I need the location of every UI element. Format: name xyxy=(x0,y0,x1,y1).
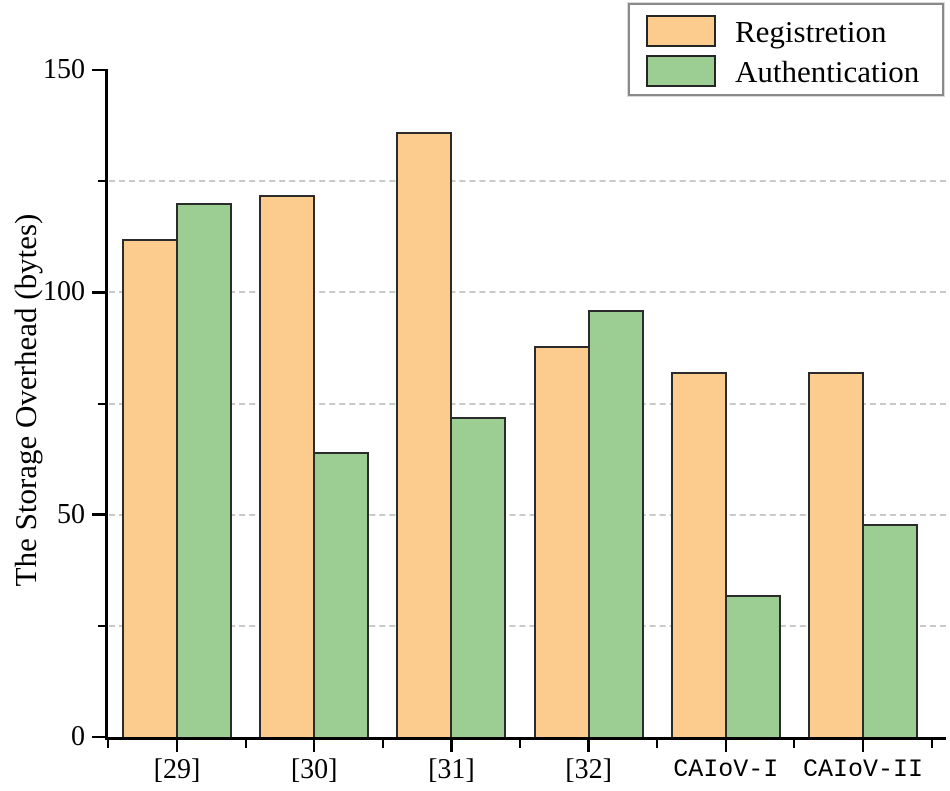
legend-swatch-authentication xyxy=(646,55,716,87)
x-tick-major-2 xyxy=(450,739,453,752)
legend-label-authentication: Authentication xyxy=(735,53,920,89)
bar-authentication-4 xyxy=(724,594,781,737)
bar-registretion-5 xyxy=(808,372,864,737)
x-tick-minor-3 xyxy=(519,739,521,748)
y-tick-minor-75 xyxy=(98,402,105,405)
x-tick-major-0 xyxy=(175,739,179,752)
bar-authentication-0 xyxy=(176,203,232,737)
gridline-25 xyxy=(109,624,946,627)
x-tick-minor-4 xyxy=(656,739,659,748)
x-tick-label-1: [30] xyxy=(290,754,338,785)
y-tick-label-0: 0 xyxy=(71,721,85,752)
legend-item-registretion: Registretion xyxy=(646,11,942,51)
legend-label-registretion: Registretion xyxy=(735,13,887,49)
gridline-125 xyxy=(109,180,946,183)
bar-authentication-1 xyxy=(313,452,370,737)
y-tick-major-150 xyxy=(92,68,105,72)
y-axis-spine xyxy=(105,69,108,739)
x-tick-major-5 xyxy=(861,739,865,752)
x-tick-major-4 xyxy=(724,739,728,752)
bar-registretion-3 xyxy=(533,345,590,737)
y-tick-label-150: 150 xyxy=(43,54,85,85)
gridline-100 xyxy=(109,291,946,294)
y-tick-minor-125 xyxy=(98,180,105,183)
bar-authentication-5 xyxy=(862,523,918,737)
bar-authentication-2 xyxy=(450,416,507,737)
x-tick-major-1 xyxy=(312,739,316,752)
x-tick-label-0: [29] xyxy=(153,754,201,785)
legend-swatch-registretion xyxy=(646,15,716,47)
x-tick-minor-2 xyxy=(381,739,384,748)
gridline-75 xyxy=(109,402,946,405)
legend-item-authentication: Authentication xyxy=(646,51,942,91)
bar-registretion-2 xyxy=(396,132,453,737)
x-tick-minor-0 xyxy=(107,739,110,748)
x-tick-minor-5 xyxy=(793,739,796,748)
x-tick-label-4: CAIoV-I xyxy=(673,755,779,784)
x-tick-major-3 xyxy=(587,739,590,752)
x-tick-minor-6 xyxy=(930,739,933,748)
x-axis-spine xyxy=(105,737,946,740)
gridline-50 xyxy=(109,513,946,516)
bar-registretion-4 xyxy=(670,372,727,737)
x-tick-label-5: CAIoV-II xyxy=(802,755,924,784)
x-tick-label-2: [31] xyxy=(428,754,475,785)
y-tick-major-50 xyxy=(92,513,105,516)
y-tick-major-0 xyxy=(92,735,105,739)
y-tick-label-100: 100 xyxy=(43,276,85,308)
x-tick-minor-1 xyxy=(244,739,247,748)
x-tick-label-3: [32] xyxy=(565,754,612,785)
bar-authentication-3 xyxy=(587,310,644,737)
y-tick-minor-25 xyxy=(98,624,105,627)
bar-registretion-1 xyxy=(259,194,316,737)
legend: Registretion Authentication xyxy=(628,3,944,96)
y-tick-major-100 xyxy=(92,291,105,294)
y-tick-label-50: 50 xyxy=(57,498,85,530)
bar-registretion-0 xyxy=(122,238,178,737)
